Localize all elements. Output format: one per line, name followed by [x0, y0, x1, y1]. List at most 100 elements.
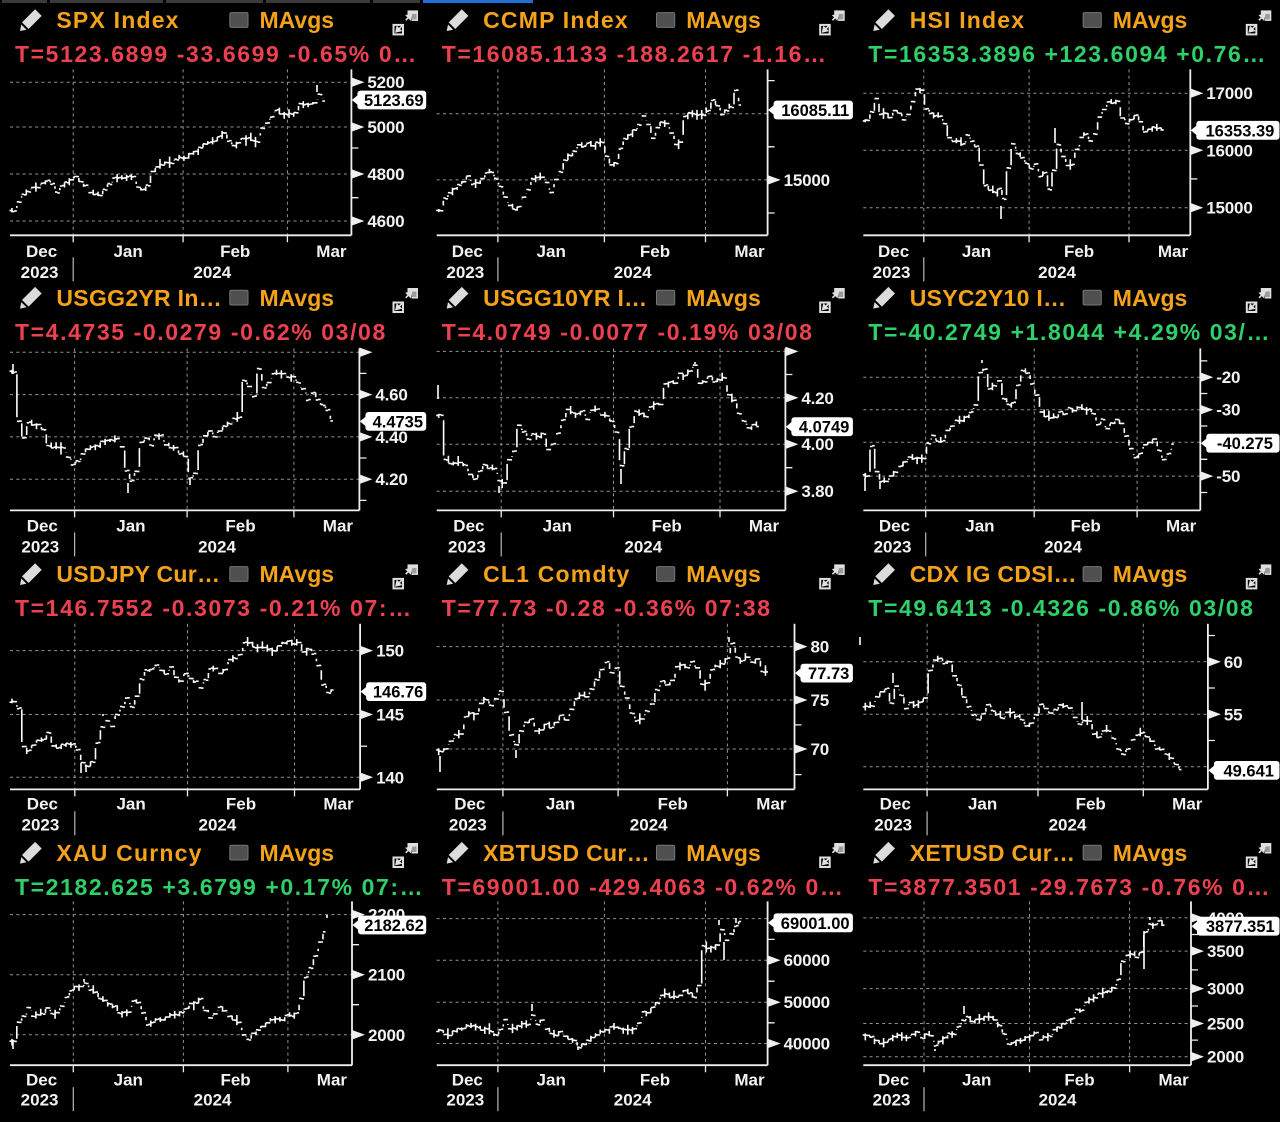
svg-text:USDJPY Cur…: USDJPY Cur… [56, 561, 220, 587]
svg-text:2023: 2023 [446, 263, 484, 282]
svg-text:4.00: 4.00 [801, 435, 833, 454]
svg-text:3877.351: 3877.351 [1206, 918, 1275, 936]
svg-text:2023: 2023 [21, 1091, 59, 1110]
svg-text:HSI Index: HSI Index [910, 7, 1026, 33]
svg-text:Mar: Mar [756, 795, 787, 814]
svg-text:Dec: Dec [879, 517, 910, 536]
svg-text:Mar: Mar [734, 1071, 765, 1090]
svg-text:3000: 3000 [1207, 980, 1244, 999]
svg-text:Feb: Feb [225, 517, 255, 536]
svg-text:Jan: Jan [116, 517, 145, 536]
svg-text:Mar: Mar [1158, 1071, 1189, 1090]
svg-text:2182.62: 2182.62 [364, 917, 424, 935]
svg-text:T=146.7552 -0.3073 -0.21% 07:…: T=146.7552 -0.3073 -0.21% 07:… [15, 595, 413, 621]
svg-text:CCMP Index: CCMP Index [483, 7, 629, 33]
svg-text:XETUSD Cur…: XETUSD Cur… [910, 840, 1076, 866]
svg-text:Feb: Feb [1076, 795, 1106, 814]
svg-text:2023: 2023 [448, 538, 486, 557]
svg-text:2024: 2024 [193, 263, 231, 282]
svg-text:15000: 15000 [1206, 199, 1252, 218]
svg-text:2500: 2500 [1207, 1015, 1244, 1034]
svg-text:USGG10YR I…: USGG10YR I… [483, 285, 647, 311]
svg-text:5200: 5200 [367, 73, 404, 92]
svg-text:4800: 4800 [367, 165, 404, 184]
svg-text:T=49.6413 -0.4326 -0.86% 03/08: T=49.6413 -0.4326 -0.86% 03/08 [868, 595, 1254, 621]
svg-text:Mar: Mar [316, 242, 347, 261]
svg-text:4.4735: 4.4735 [373, 413, 423, 431]
svg-text:4.20: 4.20 [801, 389, 833, 408]
svg-text:Dec: Dec [878, 1071, 909, 1090]
svg-text:Dec: Dec [878, 242, 909, 261]
svg-text:T=16353.3896 +123.6094 +0.76…: T=16353.3896 +123.6094 +0.76… [868, 41, 1267, 67]
svg-text:T=69001.00 -429.4063 -0.62% 0…: T=69001.00 -429.4063 -0.62% 0… [442, 874, 845, 900]
svg-text:Dec: Dec [26, 242, 57, 261]
svg-text:4600: 4600 [367, 212, 404, 231]
svg-text:Dec: Dec [452, 1071, 483, 1090]
svg-text:Feb: Feb [1064, 242, 1094, 261]
svg-text:2023: 2023 [873, 1091, 911, 1110]
svg-text:MAvgs: MAvgs [1113, 561, 1188, 587]
svg-text:4.20: 4.20 [375, 470, 407, 489]
svg-text:60000: 60000 [784, 951, 830, 970]
svg-text:49.641: 49.641 [1223, 762, 1273, 780]
svg-text:T=4.0749 -0.0077 -0.19% 03/08: T=4.0749 -0.0077 -0.19% 03/08 [442, 319, 814, 345]
svg-text:MAvgs: MAvgs [686, 561, 761, 587]
svg-text:69001.00: 69001.00 [781, 915, 850, 933]
svg-text:Mar: Mar [323, 517, 354, 536]
svg-text:-50: -50 [1216, 467, 1240, 486]
svg-text:150: 150 [376, 642, 404, 661]
svg-text:Jan: Jan [114, 1071, 143, 1090]
svg-text:Jan: Jan [116, 795, 145, 814]
svg-text:2024: 2024 [1039, 1091, 1077, 1110]
svg-text:77.73: 77.73 [808, 665, 849, 683]
svg-text:T=16085.1133 -188.2617 -1.16…: T=16085.1133 -188.2617 -1.16… [442, 41, 828, 67]
svg-text:Mar: Mar [734, 242, 765, 261]
svg-text:50000: 50000 [784, 993, 830, 1012]
svg-text:16085.11: 16085.11 [781, 102, 849, 120]
svg-text:2024: 2024 [630, 816, 668, 835]
svg-text:XAU Curncy: XAU Curncy [56, 840, 202, 866]
svg-text:MAvgs: MAvgs [686, 840, 761, 866]
svg-text:Jan: Jan [546, 795, 575, 814]
svg-text:2023: 2023 [21, 816, 59, 835]
svg-text:145: 145 [376, 706, 404, 725]
svg-text:Jan: Jan [965, 517, 994, 536]
svg-text:2000: 2000 [368, 1026, 405, 1045]
svg-text:15000: 15000 [784, 171, 830, 190]
svg-text:4.0749: 4.0749 [799, 419, 849, 437]
svg-text:Feb: Feb [226, 795, 256, 814]
svg-text:Feb: Feb [640, 242, 670, 261]
svg-text:2024: 2024 [614, 263, 652, 282]
svg-text:Feb: Feb [220, 242, 250, 261]
svg-text:Dec: Dec [454, 795, 485, 814]
svg-text:USYC2Y10 I…: USYC2Y10 I… [910, 285, 1067, 311]
svg-text:T=3877.3501 -29.7673 -0.76% 0…: T=3877.3501 -29.7673 -0.76% 0… [868, 874, 1271, 900]
svg-text:2023: 2023 [873, 263, 911, 282]
svg-text:MAvgs: MAvgs [260, 840, 335, 866]
svg-text:40000: 40000 [784, 1035, 830, 1054]
svg-text:Jan: Jan [962, 1071, 991, 1090]
svg-text:Dec: Dec [27, 795, 58, 814]
svg-text:Feb: Feb [1064, 1071, 1094, 1090]
svg-text:2100: 2100 [368, 966, 405, 985]
svg-text:Mar: Mar [323, 795, 354, 814]
svg-text:16000: 16000 [1206, 141, 1252, 160]
svg-text:T=2182.625 +3.6799 +0.17% 07:…: T=2182.625 +3.6799 +0.17% 07:… [15, 874, 424, 900]
svg-text:2024: 2024 [624, 538, 662, 557]
svg-text:Jan: Jan [537, 1071, 566, 1090]
svg-text:T=5123.6899 -33.6699 -0.65% 0…: T=5123.6899 -33.6699 -0.65% 0… [15, 41, 418, 67]
svg-text:Dec: Dec [453, 517, 484, 536]
svg-text:USGG2YR In…: USGG2YR In… [56, 285, 222, 311]
svg-text:3500: 3500 [1207, 942, 1244, 961]
svg-text:2023: 2023 [21, 538, 59, 557]
svg-text:MAvgs: MAvgs [1113, 7, 1188, 33]
svg-text:Mar: Mar [749, 517, 780, 536]
svg-text:Mar: Mar [1172, 795, 1203, 814]
svg-text:2023: 2023 [446, 1091, 484, 1110]
svg-text:Feb: Feb [1071, 517, 1101, 536]
svg-text:Jan: Jan [543, 517, 572, 536]
svg-text:T=77.73 -0.28 -0.36% 07:38: T=77.73 -0.28 -0.36% 07:38 [442, 595, 772, 621]
svg-text:Jan: Jan [537, 242, 566, 261]
svg-text:80: 80 [811, 638, 830, 657]
svg-text:146.76: 146.76 [373, 684, 423, 702]
